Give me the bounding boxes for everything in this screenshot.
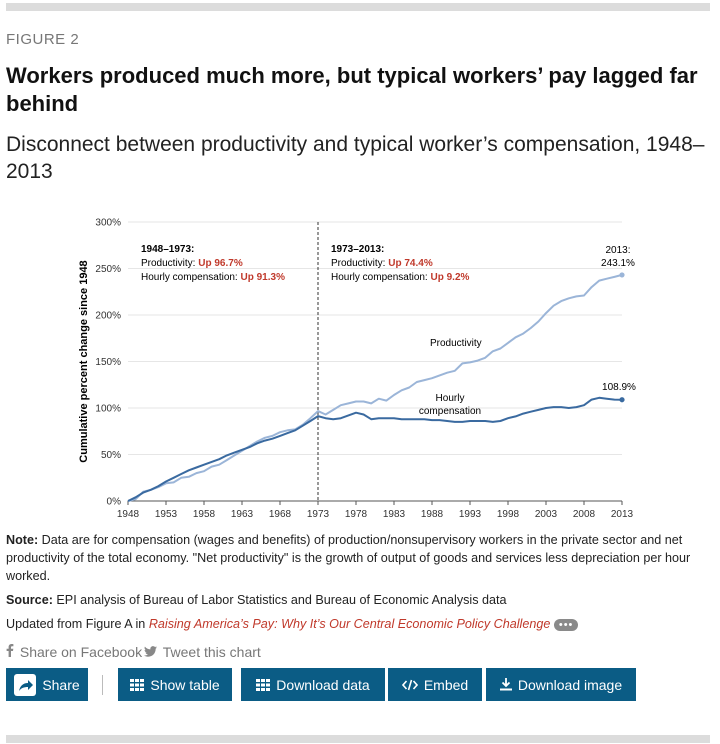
updated-paragraph: Updated from Figure A in Raising America… [6,615,710,633]
x-tick-labels: 1948 1953 1958 1963 1968 1973 1978 1983 1988 1993… [117,501,634,520]
x-tick-label: 1948 [117,509,140,520]
x-tick-label: 1958 [193,509,216,520]
download-image-button[interactable]: Download image [486,668,636,701]
share-facebook-link[interactable]: Share on Facebook [19,644,143,660]
x-tick-label: 1973 [307,509,330,520]
x-tick-label: 2008 [573,509,596,520]
compensation-line-end-point [619,397,625,403]
top-divider-bar [6,3,710,11]
y-tick-label: 200% [95,311,121,322]
figure-label: FIGURE 2 [6,31,80,48]
line-chart: 0%50%100%150%200%250%300% 1948 1953 1958 19… [78,218,636,521]
x-tick-label: 2013 [611,509,634,520]
more-button[interactable]: ••• [553,618,579,631]
download-image-label: Download image [517,676,623,693]
data-grid-icon [256,678,271,691]
x-tick-label: 1998 [497,509,520,520]
download-data-label: Download data [276,676,370,693]
embed-label: Embed [423,676,469,693]
y-tick-label: 300% [95,218,121,229]
y-gridlines [128,221,622,455]
source-paragraph: Source: EPI analysis of Bureau of Labor … [6,593,507,607]
compensation-series-label-1: Hourly [436,393,465,404]
table-icon [130,678,145,691]
x-tick-label: 1983 [383,509,406,520]
end-productivity-year: 2013: [605,245,630,256]
x-tick-label: 1988 [421,509,444,520]
x-tick-label: 1978 [345,509,368,520]
social-links: Share on Facebook Tweet this chart [6,644,263,660]
report-link[interactable]: Raising America’s Pay: Why It’s Our Cent… [148,617,551,631]
period2-compensation: Hourly compensation: Up 9.2% [331,272,470,283]
embed-button[interactable]: Embed [388,668,482,701]
x-tick-label: 1993 [459,509,482,520]
period1-compensation: Hourly compensation: Up 91.3% [141,272,285,283]
notes-section: Note: Data are for compensation (wages a… [6,531,710,639]
action-buttons: Share Show table Download data Embed Dow… [6,668,716,704]
period1-head: 1948–1973: [141,244,194,255]
tweet-chart-link[interactable]: Tweet this chart [162,644,261,660]
show-table-label: Show table [150,676,220,693]
y-tick-labels: 0% 50% 100% 150% 200% 250% 300% [95,218,121,508]
chart-title: Workers produced much more, but typical … [6,63,698,116]
facebook-icon [6,644,14,657]
period1-annotation: 1948–1973: Productivity: Up 96.7% Hourly… [141,244,285,283]
x-tick-label: 1968 [269,509,292,520]
chart-subtitle: Disconnect between productivity and typi… [6,133,705,183]
y-tick-label: 250% [95,264,121,275]
share-button-label: Share [42,676,80,693]
y-tick-label: 100% [95,404,121,415]
compensation-line [127,396,623,502]
y-tick-label: 150% [95,357,121,368]
code-icon [401,679,418,691]
y-tick-label: 50% [101,450,121,461]
button-separator [102,675,103,695]
download-icon [499,678,512,691]
productivity-line-end-point [619,272,625,278]
period2-head: 1973–2013: [331,244,384,255]
end-compensation-value: 108.9% [602,382,636,393]
twitter-icon [144,646,158,657]
x-tick-label: 1953 [155,509,178,520]
download-data-button[interactable]: Download data [241,668,385,701]
compensation-series-label-2: compensation [419,406,481,417]
end-productivity-value: 243.1% [601,258,635,269]
y-tick-label: 0% [107,497,122,508]
productivity-series-label: Productivity [430,338,482,349]
period2-productivity: Productivity: Up 74.4% [331,258,433,269]
x-tick-label: 2003 [535,509,558,520]
share-icon [14,673,37,696]
show-table-button[interactable]: Show table [118,668,232,701]
period1-productivity: Productivity: Up 96.7% [141,258,243,269]
share-button[interactable]: Share [6,668,88,701]
series-lines [127,272,625,502]
x-tick-label: 1963 [231,509,254,520]
bottom-divider-bar [6,735,710,743]
period2-annotation: 1973–2013: Productivity: Up 74.4% Hourly… [331,244,470,283]
productivity-line [127,273,623,502]
note-paragraph: Note: Data are for compensation (wages a… [6,533,691,583]
y-axis-label: Cumulative percent change since 1948 [78,260,90,462]
